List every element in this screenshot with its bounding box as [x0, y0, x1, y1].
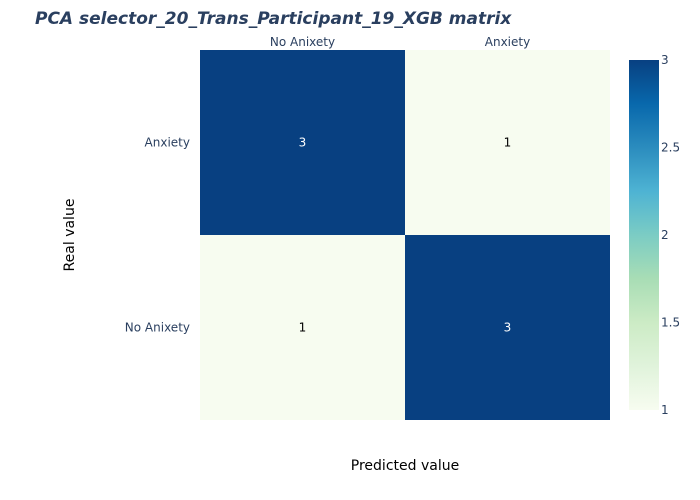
- x-tick-label: Anxiety: [485, 35, 530, 49]
- x-axis-ticks: No Anixety Anxiety: [270, 35, 530, 49]
- colorbar-gradient: [629, 60, 659, 410]
- colorbar-tick-label: 1: [661, 403, 669, 417]
- colorbar-tick-label: 2.5: [661, 141, 680, 155]
- chart-title: PCA selector_20_Trans_Participant_19_XGB…: [35, 9, 512, 29]
- heatmap-cell: [200, 50, 405, 235]
- heatmap-cells: 3 1 1 3: [200, 50, 610, 420]
- y-axis-title: Real value: [62, 199, 78, 272]
- colorbar-tick-label: 3: [661, 53, 669, 67]
- y-tick-label: No Anixety: [125, 321, 190, 335]
- heatmap-cell: [200, 235, 405, 420]
- colorbar-ticks: 1 1.5 2 2.5 3: [661, 53, 680, 417]
- cell-value-label: 3: [299, 136, 307, 150]
- y-axis-ticks: Anxiety No Anixety: [125, 136, 190, 335]
- heatmap-cell: [405, 235, 610, 420]
- cell-value-label: 3: [504, 321, 512, 335]
- x-axis-title: Predicted value: [351, 458, 459, 474]
- y-tick-label: Anxiety: [145, 136, 190, 150]
- heatmap-cell: [405, 50, 610, 235]
- colorbar: [629, 60, 659, 410]
- colorbar-tick-label: 1.5: [661, 316, 680, 330]
- cell-value-label: 1: [299, 321, 307, 335]
- colorbar-tick-label: 2: [661, 228, 669, 242]
- x-tick-label: No Anixety: [270, 35, 335, 49]
- cell-value-label: 1: [504, 136, 512, 150]
